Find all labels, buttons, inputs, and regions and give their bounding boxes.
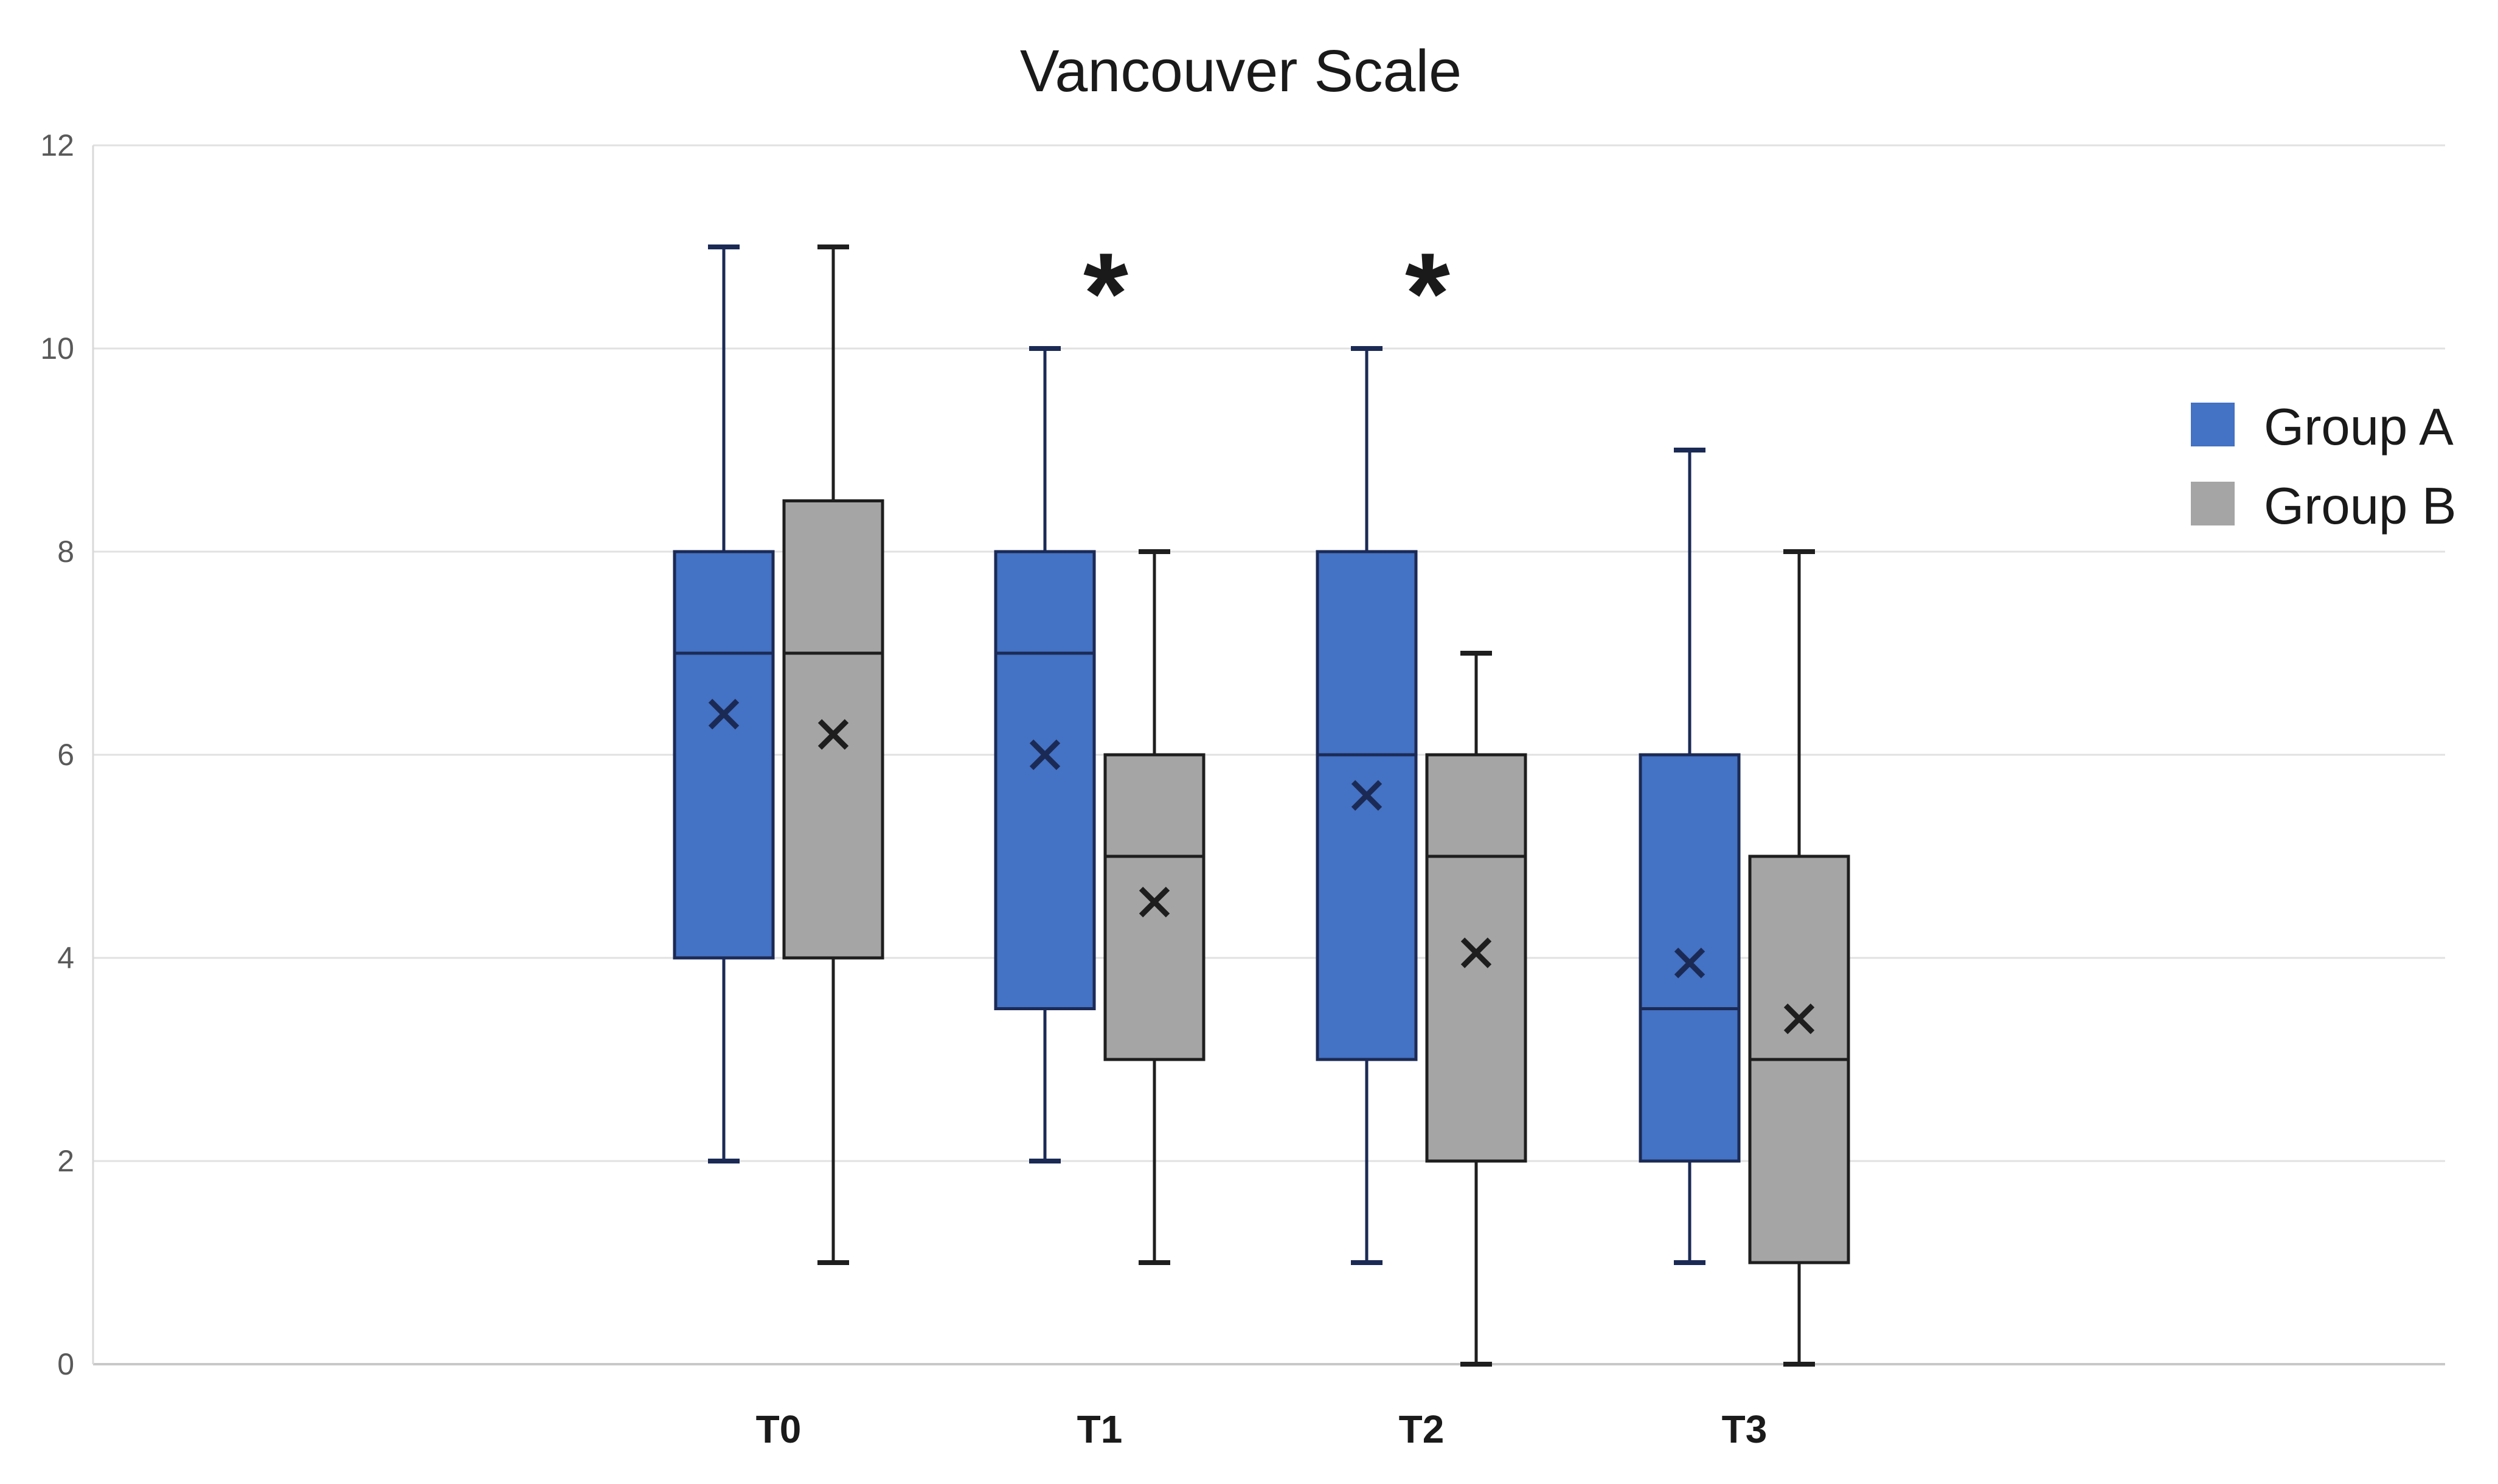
- gridlines: [93, 144, 2445, 1365]
- mean-x-marker: [1783, 1004, 1815, 1035]
- x-category-label-T1: T1: [1077, 1407, 1123, 1451]
- x-category-label-T0: T0: [756, 1407, 802, 1451]
- box-group-b-T0: [782, 244, 884, 1265]
- y-tick-label-8: 8: [57, 535, 74, 569]
- x-category-label-T2: T2: [1399, 1407, 1445, 1451]
- legend-label-group-b[interactable]: Group B: [2264, 477, 2457, 535]
- iqr-box: [1103, 753, 1206, 1061]
- iqr-box: [782, 499, 884, 960]
- y-tick-label-6: 6: [57, 738, 74, 772]
- box-group-b-T1: [1103, 549, 1206, 1265]
- box-series: [673, 244, 1850, 1367]
- iqr-box: [673, 550, 775, 960]
- y-tick-label-2: 2: [57, 1144, 74, 1178]
- mean-x-marker: [1139, 886, 1170, 918]
- box-group-b-T3: [1748, 549, 1850, 1367]
- iqr-box: [1639, 753, 1741, 1163]
- mean-x-marker: [1674, 948, 1705, 979]
- legend-swatch-group-b[interactable]: [2191, 482, 2235, 525]
- annotations: * *: [1083, 229, 1450, 358]
- significance-asterisk-T1: *: [1083, 229, 1128, 358]
- iqr-box: [994, 550, 1096, 1010]
- significance-asterisk-T2: *: [1405, 229, 1450, 358]
- box-group-a-T2: [1316, 346, 1418, 1265]
- box-group-a-T3: [1639, 448, 1741, 1265]
- y-tick-label-10: 10: [40, 331, 74, 366]
- axis-labels: 0 2 4 6 8 10 12 T0 T1 T2 T3: [40, 128, 1767, 1451]
- mean-x-marker: [817, 719, 849, 750]
- iqr-box: [1425, 753, 1527, 1163]
- mean-x-marker: [1029, 739, 1061, 771]
- legend-swatch-group-a[interactable]: [2191, 403, 2235, 446]
- box-group-a-T0: [673, 244, 775, 1163]
- y-tick-label-4: 4: [57, 941, 74, 975]
- box-group-a-T1: [994, 346, 1096, 1163]
- legend: Group A Group B: [2191, 398, 2457, 535]
- chart-title: Vancouver Scale: [1020, 38, 1462, 104]
- x-category-label-T3: T3: [1722, 1407, 1768, 1451]
- mean-x-marker: [1351, 780, 1383, 811]
- y-tick-label-0: 0: [57, 1347, 74, 1381]
- mean-x-marker: [708, 699, 740, 730]
- legend-label-group-a[interactable]: Group A: [2264, 398, 2454, 456]
- iqr-box: [1316, 550, 1418, 1061]
- box-group-b-T2: [1425, 651, 1527, 1367]
- y-tick-label-12: 12: [40, 128, 74, 162]
- mean-x-marker: [1460, 937, 1492, 968]
